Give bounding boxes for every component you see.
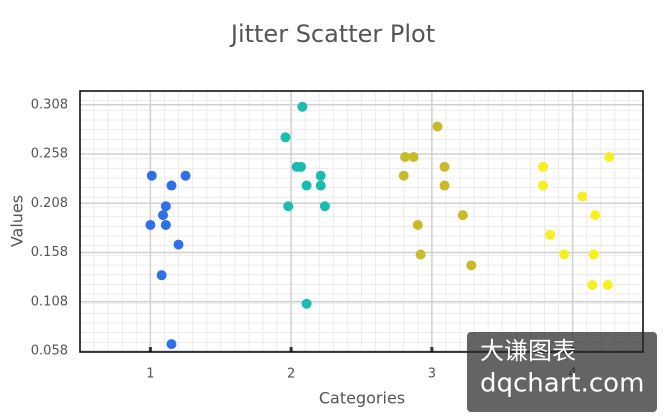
y-tick-label: 0.308 (31, 97, 68, 112)
watermark-text: 大谦图表 (480, 337, 576, 365)
x-tick-label: 2 (287, 367, 295, 382)
y-tick-label: 0.058 (31, 344, 68, 359)
watermark-text: dqchart.com (480, 369, 644, 399)
point (160, 201, 171, 212)
point (283, 201, 294, 212)
point (545, 229, 556, 240)
x-tick-label: 3 (428, 367, 436, 382)
point (602, 280, 613, 291)
point (439, 161, 450, 172)
point (280, 132, 291, 143)
point (588, 249, 599, 260)
point (301, 298, 312, 309)
point (577, 191, 588, 202)
point (457, 210, 468, 221)
point (559, 249, 570, 260)
y-tick-label: 0.208 (31, 196, 68, 211)
chart-title: Jitter Scatter Plot (229, 20, 435, 48)
point (166, 180, 177, 191)
point (538, 180, 549, 191)
point (590, 210, 601, 221)
point (415, 249, 426, 260)
point (180, 170, 191, 181)
watermark-box (467, 332, 657, 412)
point (166, 339, 177, 350)
point (604, 151, 615, 162)
point (295, 161, 306, 172)
y-tick-label: 0.108 (31, 294, 68, 309)
x-tick-label: 1 (146, 367, 154, 382)
y-axis-label: Values (8, 195, 27, 247)
point (297, 101, 308, 112)
x-axis-label: Categories (319, 389, 405, 408)
point (158, 210, 169, 221)
point (160, 219, 171, 230)
point (432, 121, 443, 132)
y-tick-label: 0.258 (31, 147, 68, 162)
point (538, 161, 549, 172)
point (173, 239, 184, 250)
point (319, 201, 330, 212)
point (301, 180, 312, 191)
point (408, 151, 419, 162)
point (398, 170, 409, 181)
point (400, 151, 411, 162)
point (412, 219, 423, 230)
plot-frame (79, 90, 644, 353)
point (145, 219, 156, 230)
point (587, 280, 598, 291)
point (466, 260, 477, 271)
point (146, 170, 157, 181)
point (439, 180, 450, 191)
point (156, 270, 167, 281)
y-tick-label: 0.158 (31, 245, 68, 260)
point (315, 180, 326, 191)
point (315, 170, 326, 181)
